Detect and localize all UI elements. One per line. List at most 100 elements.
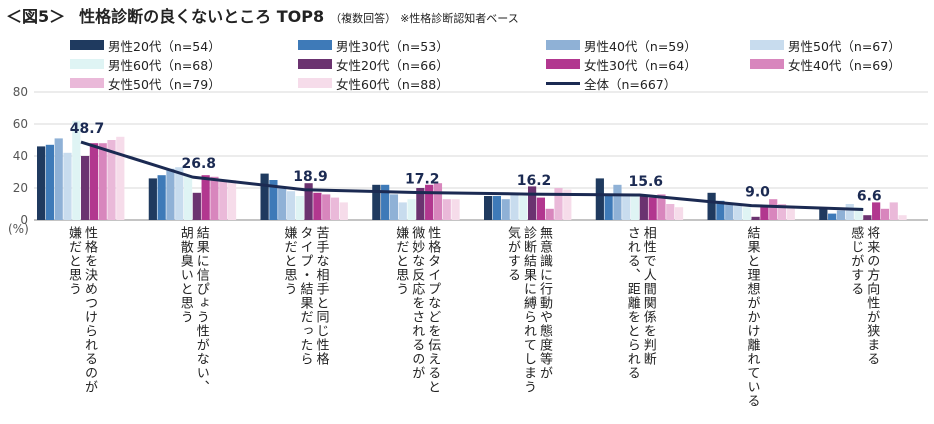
bar bbox=[116, 136, 125, 220]
bar bbox=[45, 144, 54, 220]
total-line bbox=[80, 140, 864, 211]
bar bbox=[416, 188, 425, 220]
legend-item: 女性20代（n=66） bbox=[298, 55, 449, 73]
y-tick-label: 40 bbox=[13, 149, 28, 163]
legend-swatch bbox=[546, 59, 580, 69]
bar bbox=[54, 138, 63, 220]
legend-swatch bbox=[750, 40, 784, 50]
bar bbox=[339, 202, 348, 220]
total-data-label: 17.2 bbox=[405, 171, 440, 187]
bar bbox=[484, 196, 493, 220]
bar bbox=[707, 192, 716, 220]
bar bbox=[442, 199, 451, 220]
bar bbox=[313, 192, 322, 220]
total-data-label: 16.2 bbox=[517, 173, 552, 189]
bar bbox=[304, 183, 313, 220]
bar bbox=[898, 215, 907, 220]
bar bbox=[510, 192, 519, 220]
legend-swatch bbox=[70, 78, 104, 88]
category-label: 結果に信ぴょう性がない、 胡散臭いと思う bbox=[177, 226, 209, 394]
chart-note: ※性格診断認知者ベース bbox=[400, 12, 519, 25]
total-data-label: 48.7 bbox=[70, 121, 105, 137]
bar bbox=[381, 184, 390, 220]
bar bbox=[295, 196, 304, 220]
bar bbox=[595, 178, 604, 220]
legend-item: 男性50代（n=67） bbox=[750, 36, 901, 54]
bar bbox=[889, 202, 898, 220]
legend-label: 女性50代（n=79） bbox=[108, 76, 221, 92]
bar bbox=[183, 175, 193, 220]
bar bbox=[210, 176, 219, 220]
total-data-label: 6.6 bbox=[857, 188, 882, 204]
bar bbox=[563, 189, 572, 220]
bar bbox=[528, 186, 537, 220]
bar bbox=[777, 204, 787, 220]
bar bbox=[278, 188, 287, 220]
legend-item: 男性60代（n=68） bbox=[70, 55, 221, 73]
bar bbox=[286, 191, 296, 220]
chart-subtitle: （複数回答） bbox=[330, 12, 397, 25]
bar bbox=[880, 208, 890, 220]
legend-item: 女性40代（n=69） bbox=[750, 55, 901, 73]
bar bbox=[192, 192, 201, 220]
bar bbox=[854, 207, 863, 220]
y-tick-label: 0 bbox=[20, 213, 28, 227]
bar bbox=[398, 202, 407, 220]
bar bbox=[407, 199, 416, 220]
bar bbox=[157, 175, 166, 220]
bar bbox=[389, 194, 399, 220]
bar bbox=[639, 196, 648, 220]
bar bbox=[819, 207, 828, 220]
legend-item: 男性30代（n=53） bbox=[298, 36, 449, 54]
bar bbox=[519, 196, 528, 220]
bar bbox=[322, 194, 331, 220]
bar bbox=[716, 200, 725, 220]
bar bbox=[227, 180, 237, 220]
category-label: 無意識に行動や態度等が 診断結果に縛られてしまう 気がする bbox=[505, 226, 552, 394]
legend-label: 女性60代（n=88） bbox=[336, 76, 449, 92]
y-tick-label: 60 bbox=[13, 117, 28, 131]
bar bbox=[648, 197, 657, 220]
total-data-label: 18.9 bbox=[293, 169, 328, 185]
y-unit-label: (%) bbox=[8, 222, 29, 236]
legend-item: 全体（n=667） bbox=[546, 74, 676, 92]
bar bbox=[742, 207, 751, 220]
bar bbox=[604, 196, 613, 220]
bar bbox=[536, 197, 545, 220]
legend-swatch bbox=[298, 40, 332, 50]
legend-label: 男性50代（n=67） bbox=[788, 38, 901, 54]
bar bbox=[863, 215, 872, 220]
category-label: 結果と理想がかけ離れている bbox=[744, 226, 760, 408]
bar bbox=[89, 143, 98, 220]
legend-item: 男性40代（n=59） bbox=[546, 36, 697, 54]
bar bbox=[554, 188, 563, 220]
bar bbox=[725, 204, 734, 220]
bar bbox=[330, 197, 340, 220]
bar bbox=[219, 180, 228, 220]
y-tick-label: 20 bbox=[13, 181, 28, 195]
bar bbox=[492, 196, 501, 220]
bar bbox=[733, 205, 743, 220]
bar bbox=[786, 205, 795, 220]
bar bbox=[148, 178, 157, 220]
category-label: 相性で人間関係を判断 される、距離をとられる bbox=[624, 226, 656, 380]
legend-label: 男性60代（n=68） bbox=[108, 57, 221, 73]
bar bbox=[836, 210, 846, 220]
bar bbox=[72, 120, 81, 220]
bar bbox=[751, 216, 760, 220]
legend-item: 女性60代（n=88） bbox=[298, 74, 449, 92]
bar bbox=[175, 167, 184, 220]
legend-swatch bbox=[546, 40, 580, 50]
bar bbox=[545, 208, 554, 220]
bar bbox=[845, 204, 854, 220]
legend-swatch bbox=[70, 40, 104, 50]
bar bbox=[828, 213, 837, 220]
bar bbox=[451, 199, 460, 220]
legend-item: 女性50代（n=79） bbox=[70, 74, 221, 92]
chart-title: 性格診断の良くないところ TOP8 bbox=[79, 7, 325, 26]
bar bbox=[501, 199, 510, 220]
bar bbox=[613, 184, 622, 220]
legend-swatch bbox=[70, 59, 104, 69]
legend-item: 男性20代（n=54） bbox=[70, 36, 221, 54]
